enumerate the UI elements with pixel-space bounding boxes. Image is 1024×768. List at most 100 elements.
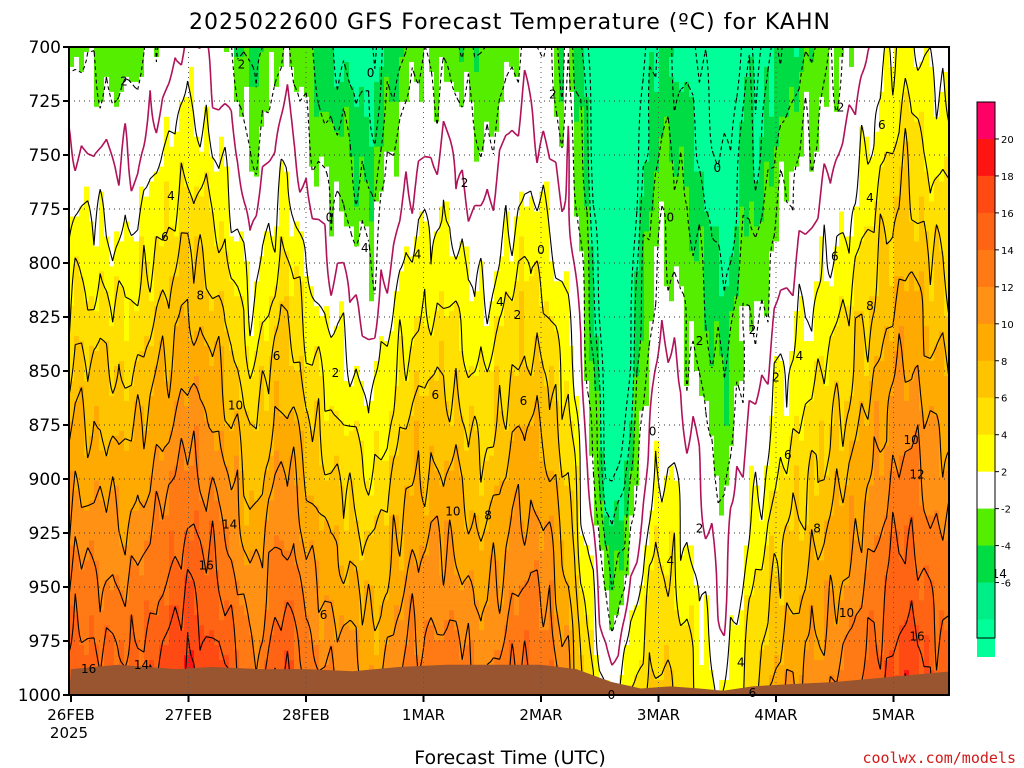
temperature-cell: [69, 281, 75, 287]
temperature-cell: [114, 231, 120, 238]
temperature-cell: [139, 371, 145, 377]
temperature-cell: [79, 301, 85, 307]
temperature-cell: [104, 630, 110, 636]
temperature-cell: [174, 341, 180, 347]
temperature-cell: [134, 331, 140, 337]
temperature-cell: [179, 51, 185, 58]
temperature-cell: [154, 271, 160, 277]
temperature-cell: [129, 570, 135, 576]
temperature-cell: [189, 555, 195, 562]
temperature-cell: [144, 615, 150, 621]
temperature-cell: [194, 171, 200, 178]
temperature-cell: [199, 490, 205, 497]
temperature-cell: [89, 505, 95, 512]
temperature-cell: [99, 296, 105, 302]
temperature-cell: [249, 465, 255, 472]
temperature-cell: [194, 390, 200, 397]
temperature-cell: [129, 246, 135, 252]
temperature-cell: [204, 610, 210, 616]
temperature-cell: [69, 630, 75, 636]
temperature-cell: [159, 615, 165, 621]
temperature-cell: [134, 351, 140, 357]
temperature-cell: [109, 236, 115, 242]
temperature-cell: [199, 206, 205, 213]
temperature-cell: [174, 251, 180, 257]
temperature-cell: [244, 510, 250, 517]
temperature-cell: [209, 51, 215, 58]
temperature-cell: [179, 191, 185, 198]
temperature-cell: [94, 146, 100, 153]
temperature-cell: [124, 271, 130, 277]
temperature-cell: [124, 156, 130, 163]
temperature-cell: [174, 495, 180, 502]
temperature-cell: [174, 630, 180, 636]
temperature-cell: [74, 560, 80, 566]
temperature-cell: [209, 141, 215, 148]
temperature-cell: [249, 81, 255, 88]
temperature-cell: [209, 296, 215, 302]
temperature-cell: [69, 126, 75, 133]
temperature-cell: [189, 341, 195, 347]
temperature-cell: [234, 116, 240, 123]
temperature-cell: [74, 665, 80, 671]
temperature-cell: [234, 351, 240, 357]
temperature-cell: [94, 186, 100, 193]
temperature-cell: [184, 361, 190, 367]
temperature-cell: [144, 81, 150, 88]
temperature-cell: [209, 316, 215, 322]
temperature-cell: [109, 530, 115, 537]
temperature-cell: [204, 76, 210, 83]
temperature-cell: [214, 600, 220, 606]
temperature-cell: [194, 271, 200, 277]
temperature-cell: [204, 465, 210, 472]
temperature-cell: [189, 131, 195, 138]
temperature-cell: [134, 116, 140, 123]
temperature-cell: [69, 465, 75, 472]
temperature-cell: [219, 181, 225, 188]
temperature-cell: [159, 385, 165, 392]
temperature-cell: [179, 615, 185, 621]
temperature-cell: [74, 510, 80, 517]
temperature-cell: [134, 311, 140, 317]
temperature-cell: [214, 231, 220, 238]
temperature-cell: [84, 455, 90, 462]
temperature-cell: [139, 91, 145, 98]
temperature-cell: [114, 146, 120, 153]
temperature-cell: [124, 356, 130, 362]
temperature-cell: [244, 485, 250, 492]
temperature-cell: [84, 296, 90, 302]
temperature-cell: [144, 356, 150, 362]
temperature-cell: [149, 221, 155, 228]
temperature-cell: [224, 430, 230, 437]
temperature-cell: [244, 490, 250, 497]
temperature-cell: [159, 635, 165, 641]
temperature-cell: [239, 520, 245, 527]
temperature-cell: [124, 61, 130, 68]
temperature-cell: [99, 291, 105, 297]
temperature-cell: [79, 206, 85, 213]
temperature-cell: [184, 121, 190, 128]
temperature-cell: [179, 390, 185, 397]
temperature-cell: [154, 505, 160, 512]
temperature-cell: [134, 51, 140, 58]
temperature-cell: [239, 141, 245, 148]
temperature-cell: [94, 66, 100, 73]
temperature-cell: [69, 106, 75, 113]
temperature-cell: [224, 605, 230, 611]
temperature-cell: [199, 570, 205, 576]
temperature-cell: [114, 341, 120, 347]
temperature-cell: [244, 660, 250, 666]
temperature-cell: [164, 206, 170, 213]
temperature-cell: [159, 366, 165, 372]
temperature-cell: [194, 615, 200, 621]
temperature-cell: [74, 525, 80, 532]
temperature-cell: [74, 361, 80, 367]
temperature-cell: [94, 371, 100, 377]
temperature-cell: [239, 286, 245, 292]
temperature-cell: [109, 580, 115, 586]
temperature-cell: [204, 251, 210, 257]
temperature-cell: [209, 281, 215, 287]
temperature-cell: [249, 226, 255, 233]
temperature-cell: [84, 316, 90, 322]
temperature-cell: [224, 56, 230, 63]
